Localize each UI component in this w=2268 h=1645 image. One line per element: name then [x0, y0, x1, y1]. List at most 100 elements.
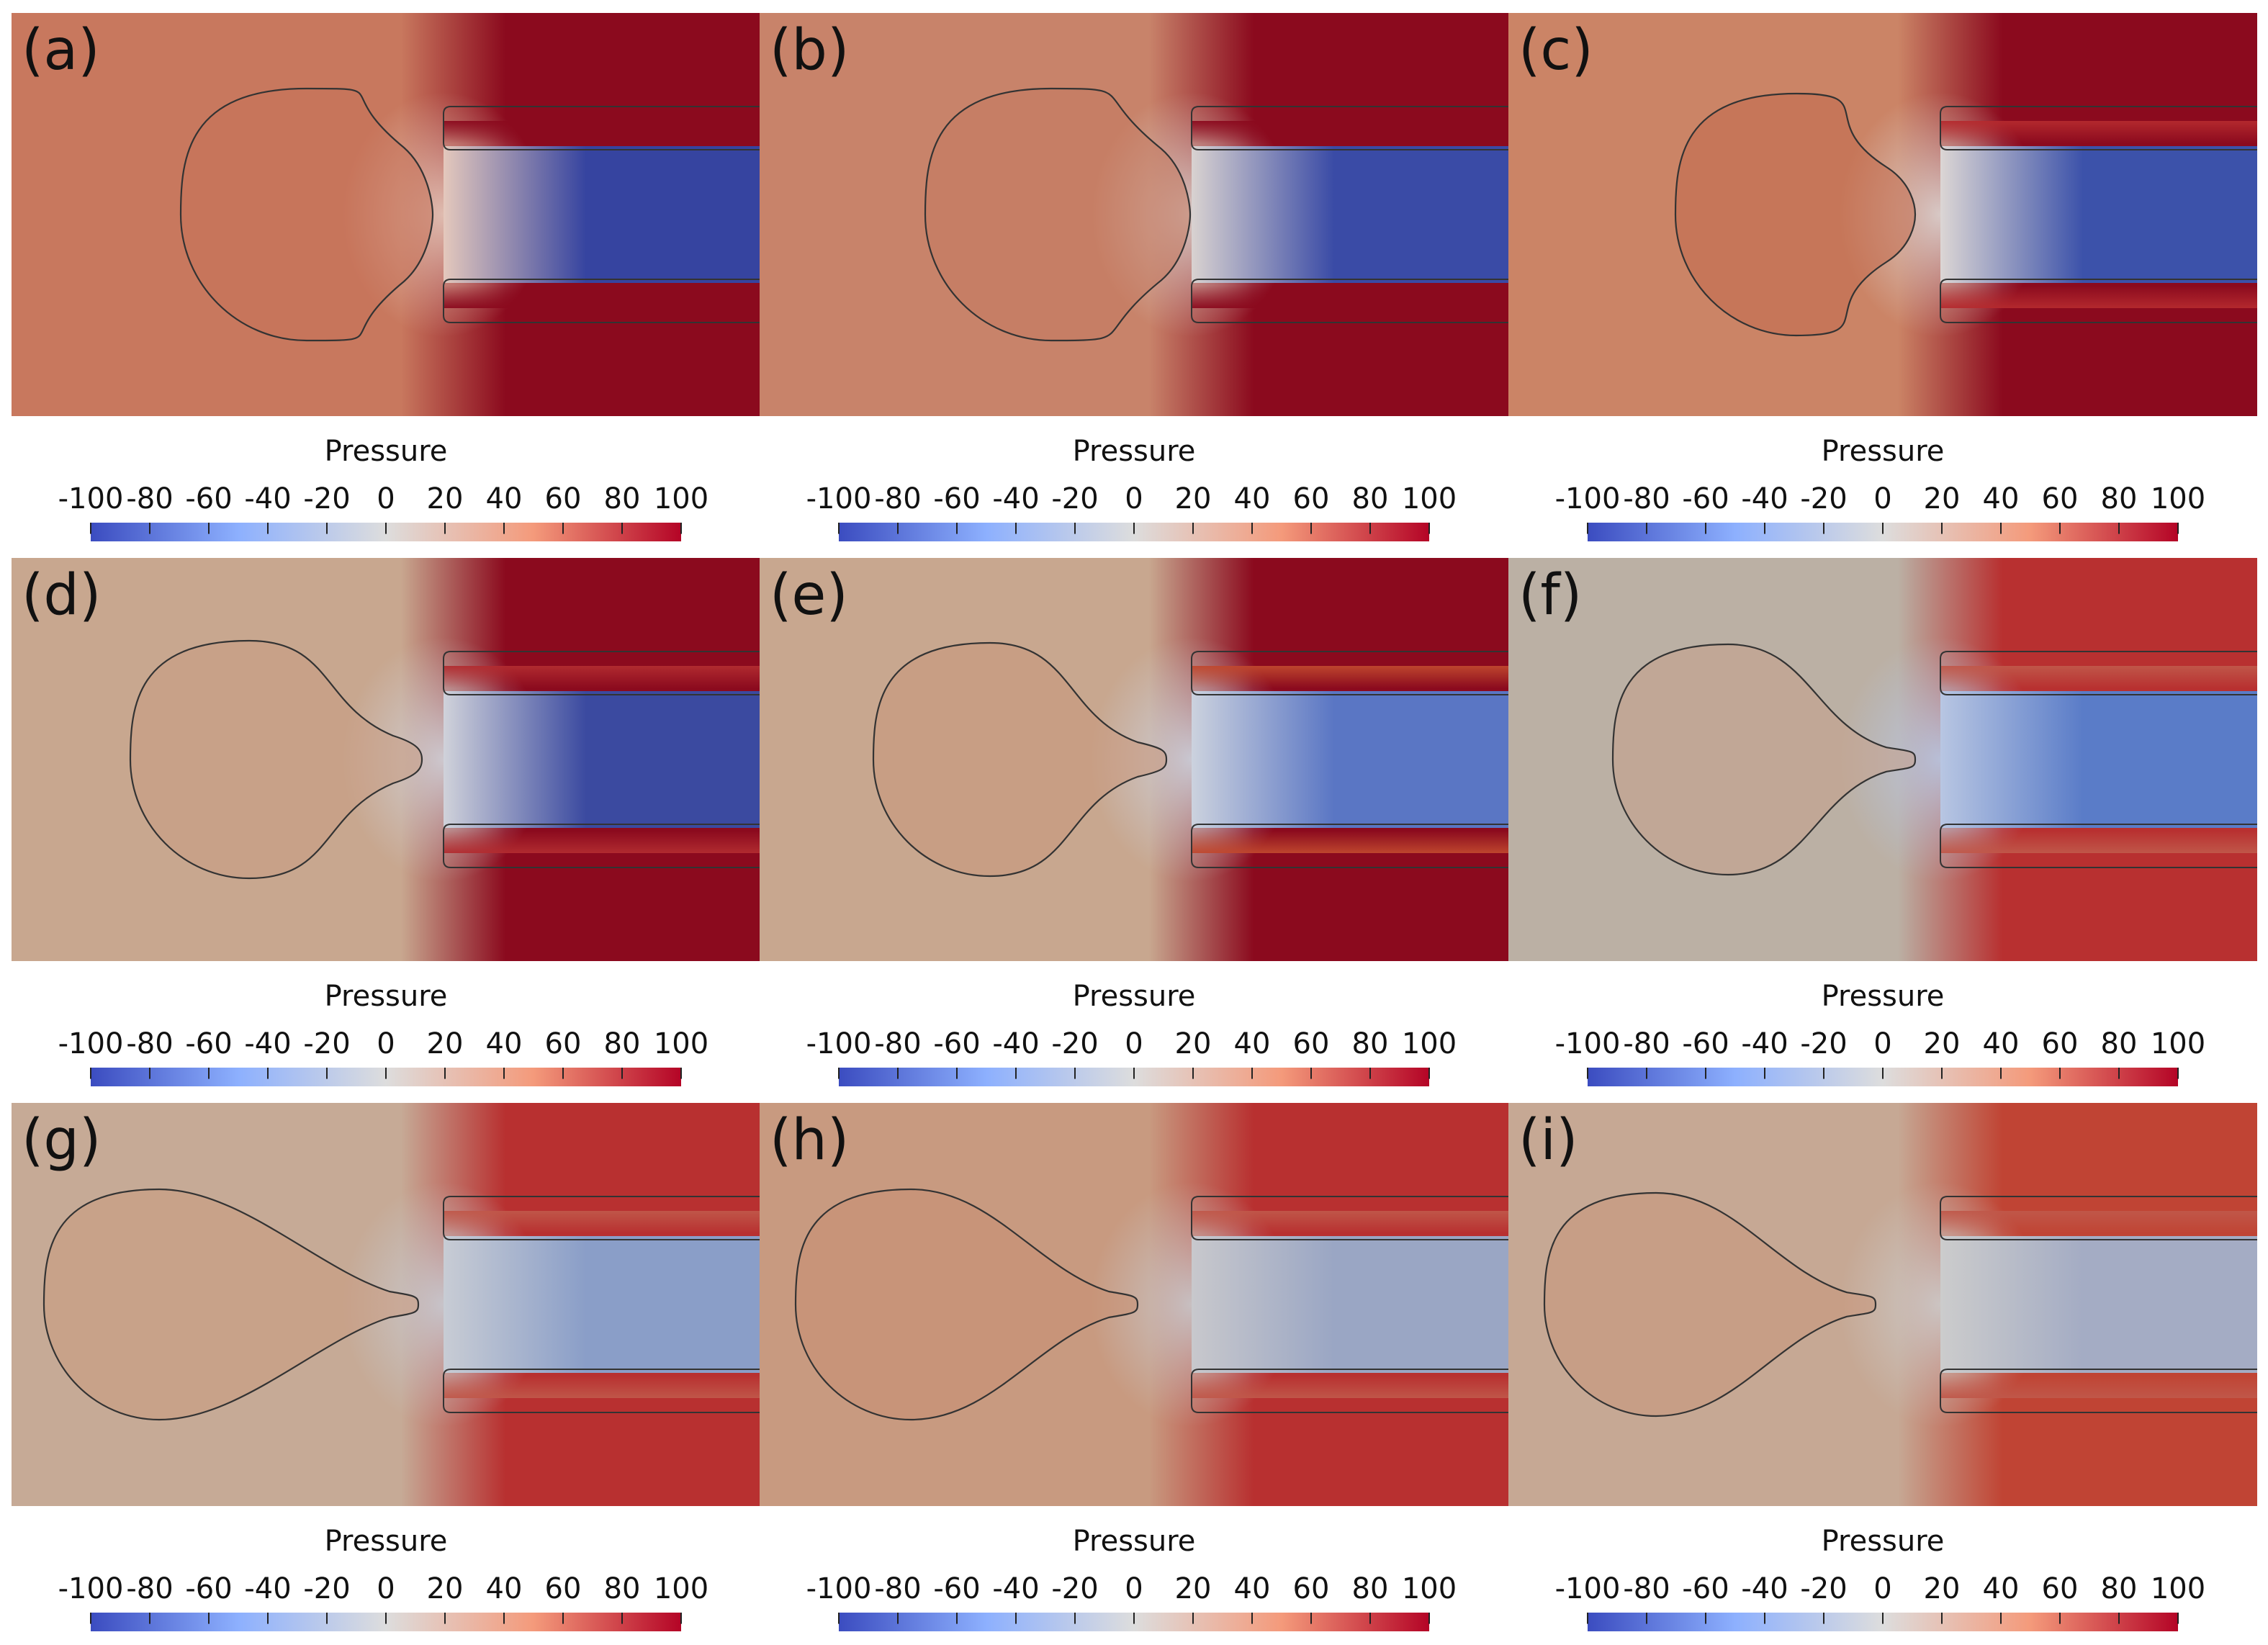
colorbar-tick-label: 0	[1125, 1027, 1143, 1060]
lower-channel-wall	[1940, 1369, 2257, 1413]
colorbar-tick-label: -100	[1555, 1572, 1621, 1605]
lower-channel-wall	[443, 1369, 760, 1413]
colorbar-tick-label: -80	[126, 1572, 173, 1605]
colorbar-tick-label: 80	[604, 1027, 641, 1060]
colorbar-tick-label: -80	[126, 1027, 173, 1060]
colorbar-title: Pressure	[1073, 1525, 1196, 1558]
panel-label: (a)	[22, 18, 100, 83]
colorbar-tick-label: 40	[1983, 1572, 2020, 1605]
panel-f: (f) Pressure -100 -80 -60 -40 -20 0 20 40 60 80 100	[1508, 558, 2257, 1091]
lower-channel-wall	[1191, 279, 1508, 323]
panel-svg: (h) Pressure -100 -80 -60 -40 -20 0 20 40 60 80 100	[760, 1103, 1508, 1631]
colorbar-tick-label: 80	[1352, 1027, 1389, 1060]
colorbar-tick-label: 0	[377, 1027, 395, 1060]
lower-channel-wall	[1191, 1369, 1508, 1413]
lower-channel-wall	[1191, 824, 1508, 868]
panel-label: (e)	[770, 563, 848, 628]
colorbar-title: Pressure	[1822, 980, 1945, 1013]
panel-svg: (b) Pressure -100 -80 -60 -40 -20 0 20 40 60 80 100	[760, 13, 1508, 541]
panel-label: (b)	[770, 18, 849, 83]
panel-label: (i)	[1518, 1108, 1578, 1173]
upper-channel-wall	[1940, 651, 2257, 695]
panel-label: (h)	[770, 1108, 849, 1173]
lower-channel-wall	[1940, 824, 2257, 868]
colorbar-tick-label: 60	[545, 1572, 582, 1605]
colorbar-tick-label: 40	[1234, 1027, 1271, 1060]
colorbar-tick-label: 80	[2101, 1027, 2138, 1060]
channel-edge-shading	[1192, 666, 1508, 853]
colorbar-tick-label: 0	[377, 1572, 395, 1605]
colorbar-tick-label: 80	[604, 1572, 641, 1605]
colorbar-tick-label: 0	[1873, 1027, 1891, 1060]
colorbar-tick-label: -80	[126, 482, 173, 515]
colorbar-tick-label: 20	[1175, 1572, 1212, 1605]
colorbar-tick-label: -40	[244, 1027, 291, 1060]
colorbar-tick-label: 60	[1293, 482, 1330, 515]
colorbar-tick-label: 80	[2101, 1572, 2138, 1605]
colorbar-tick-label: 0	[1873, 1572, 1891, 1605]
colorbar-tick-label: 100	[2151, 1572, 2205, 1605]
colorbar-tick-label: -60	[1682, 1572, 1729, 1605]
panel-svg: (a) Pressure -100 -80 -60 -40 -20 0 20 40 60 80 100	[12, 13, 760, 541]
colorbar-tick-label: -80	[1623, 1027, 1670, 1060]
panel-d: (d) Pressure -100 -80 -60 -40 -20 0 20 40 60 80 100	[12, 558, 760, 1091]
panel-svg: (d) Pressure -100 -80 -60 -40 -20 0 20 40 60 80 100	[12, 558, 760, 1086]
colorbar-tick-label: -40	[244, 1572, 291, 1605]
colorbar-tick-label: -100	[58, 1572, 124, 1605]
bubble-interface	[1543, 1191, 1877, 1418]
colorbar-tick-label: -100	[806, 482, 872, 515]
colorbar-tick-label: -60	[185, 482, 232, 515]
colorbar-tick-label: 60	[545, 1027, 582, 1060]
channel-edge-shading	[1940, 1211, 2257, 1398]
panel-i: (i) Pressure -100 -80 -60 -40 -20 0 20 40 60 80 100	[1508, 1103, 2257, 1636]
colorbar-tick-label: 20	[1175, 482, 1212, 515]
bubble-interface	[1611, 643, 1917, 876]
upper-channel-wall	[1191, 1196, 1508, 1240]
channel-edge-shading	[444, 666, 760, 853]
colorbar-tick-label: -20	[1051, 1572, 1098, 1605]
panel-label: (c)	[1518, 18, 1593, 83]
colorbar-tick-label: 0	[1125, 1572, 1143, 1605]
colorbar-tick-label: -40	[1741, 1027, 1788, 1060]
panel-g: (g) Pressure -100 -80 -60 -40 -20 0 20 40 60 80 100	[12, 1103, 760, 1636]
colorbar-tick-label: 80	[1352, 482, 1389, 515]
colorbar-tick-label: 60	[2042, 1572, 2079, 1605]
colorbar-title: Pressure	[1073, 980, 1196, 1013]
bubble-interface	[794, 1188, 1139, 1421]
bubble-interface	[129, 639, 423, 880]
colorbar-tick-label: -80	[1623, 1572, 1670, 1605]
colorbar-title: Pressure	[325, 1525, 448, 1558]
upper-channel-wall	[443, 1196, 760, 1240]
colorbar-tick-label: 0	[377, 482, 395, 515]
colorbar-tick-label: 60	[1293, 1572, 1330, 1605]
colorbar-title: Pressure	[1822, 1525, 1945, 1558]
colorbar-tick-label: 100	[2151, 1027, 2205, 1060]
bubble-interface	[179, 87, 434, 342]
colorbar-tick-label: -60	[185, 1572, 232, 1605]
colorbar-title: Pressure	[325, 435, 448, 468]
colorbar-tick-label: 40	[1234, 1572, 1271, 1605]
colorbar-title: Pressure	[1822, 435, 1945, 468]
channel-edge-shading	[1940, 666, 2257, 853]
colorbar-tick-label: -20	[303, 1027, 350, 1060]
colorbar-tick-label: 100	[2151, 482, 2205, 515]
colorbar-tick-label: 40	[1234, 482, 1271, 515]
colorbar-tick-label: -40	[992, 482, 1039, 515]
panel-svg: (i) Pressure -100 -80 -60 -40 -20 0 20 40 60 80 100	[1508, 1103, 2257, 1631]
colorbar-tick-label: 40	[486, 1027, 523, 1060]
upper-channel-wall	[1940, 1196, 2257, 1240]
colorbar-tick-label: -80	[874, 482, 921, 515]
colorbar-tick-label: -60	[185, 1027, 232, 1060]
colorbar-tick-label: 40	[486, 482, 523, 515]
colorbar-tick-label: -20	[1800, 482, 1847, 515]
panel-svg: (f) Pressure -100 -80 -60 -40 -20 0 20 40 60 80 100	[1508, 558, 2257, 1086]
colorbar-tick-label: 20	[427, 482, 464, 515]
bubble-interface	[872, 641, 1168, 878]
panel-svg: (g) Pressure -100 -80 -60 -40 -20 0 20 40 60 80 100	[12, 1103, 760, 1631]
colorbar-title: Pressure	[325, 980, 448, 1013]
channel-edge-shading	[444, 121, 760, 308]
colorbar-tick-label: -80	[874, 1027, 921, 1060]
colorbar-tick-label: 20	[1924, 1027, 1961, 1060]
colorbar-tick-label: 100	[654, 1572, 708, 1605]
